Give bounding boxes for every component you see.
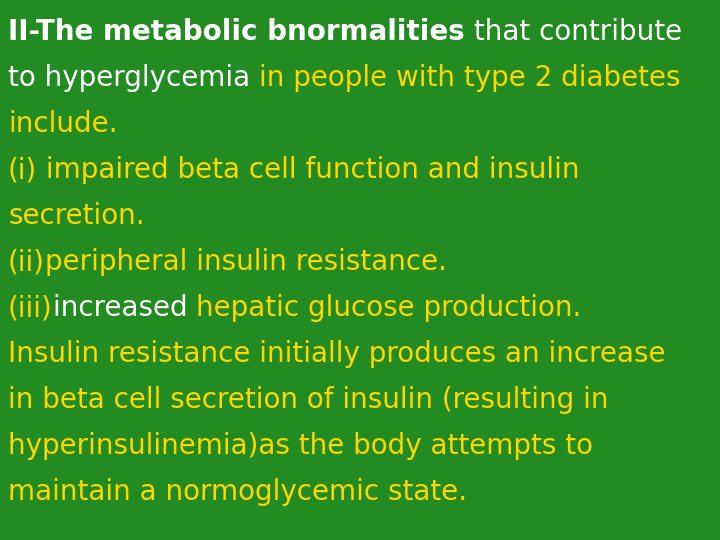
Text: increased: increased	[53, 294, 197, 322]
Text: in people with type 2 diabetes: in people with type 2 diabetes	[259, 64, 680, 92]
Text: (ii): (ii)	[8, 248, 45, 276]
Text: hyperinsulinemia)as the body attempts to: hyperinsulinemia)as the body attempts to	[8, 432, 593, 460]
Text: to hyperglycemia: to hyperglycemia	[8, 64, 259, 92]
Text: peripheral insulin resistance.: peripheral insulin resistance.	[45, 248, 447, 276]
Text: (i): (i)	[8, 156, 37, 184]
Text: that contribute: that contribute	[464, 18, 682, 46]
Text: Insulin resistance initially produces an increase: Insulin resistance initially produces an…	[8, 340, 665, 368]
Text: hepatic glucose production.: hepatic glucose production.	[197, 294, 582, 322]
Text: impaired beta cell function and insulin: impaired beta cell function and insulin	[37, 156, 580, 184]
Text: II-The metabolic bnormalities: II-The metabolic bnormalities	[8, 18, 464, 46]
Text: secretion.: secretion.	[8, 202, 145, 230]
Text: maintain a normoglycemic state.: maintain a normoglycemic state.	[8, 478, 467, 506]
Text: in beta cell secretion of insulin (resulting in: in beta cell secretion of insulin (resul…	[8, 386, 608, 414]
Text: include.: include.	[8, 110, 117, 138]
Text: (iii): (iii)	[8, 294, 53, 322]
